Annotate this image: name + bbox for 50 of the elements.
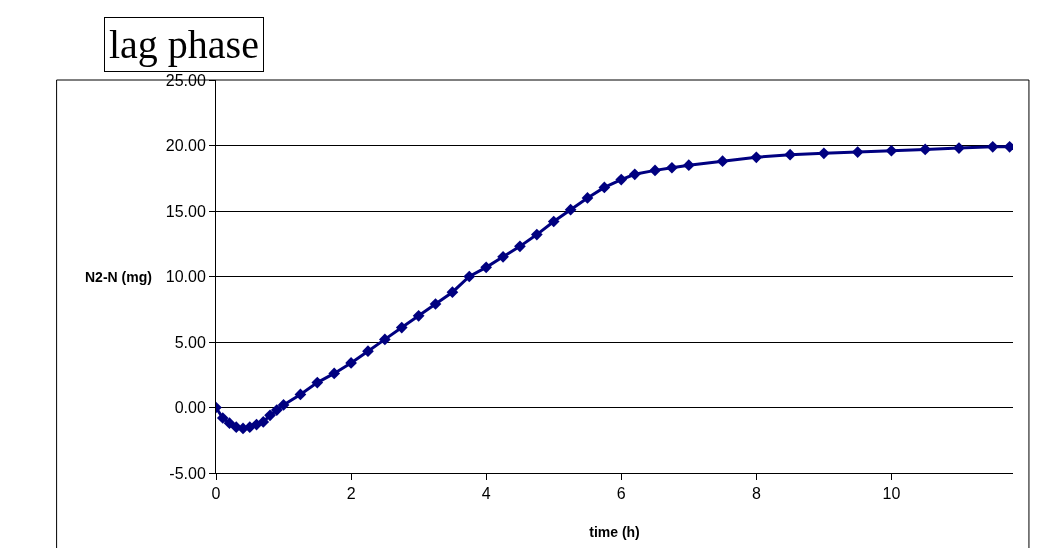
point xyxy=(379,333,391,346)
y-tick-label: 25.00 xyxy=(165,71,206,89)
point xyxy=(818,147,830,160)
x-tick-label: 4 xyxy=(481,485,491,503)
point xyxy=(412,309,425,322)
point xyxy=(547,215,560,228)
point xyxy=(480,261,493,274)
point xyxy=(628,168,641,181)
point xyxy=(784,148,796,161)
point xyxy=(223,417,236,430)
point xyxy=(682,159,695,171)
point xyxy=(649,164,661,177)
point xyxy=(362,345,374,358)
y-axis-title: N2-N (mg) xyxy=(85,269,152,285)
point xyxy=(919,143,932,156)
y-tick-label: 15.00 xyxy=(165,202,206,220)
y-tick-label: 5.00 xyxy=(174,333,206,351)
point xyxy=(750,151,763,164)
x-tick-label: 0 xyxy=(211,485,221,503)
point xyxy=(598,181,611,194)
x-tick-label: 8 xyxy=(751,485,761,503)
point xyxy=(257,416,270,428)
point xyxy=(463,270,476,283)
x-tick-label: 10 xyxy=(882,485,901,503)
point xyxy=(264,409,276,422)
point xyxy=(429,298,442,310)
point xyxy=(564,203,577,216)
x-tick-label: 2 xyxy=(346,485,356,503)
y-tick-label: 10.00 xyxy=(165,268,206,286)
point xyxy=(328,367,341,380)
point xyxy=(216,412,229,424)
point xyxy=(716,155,729,168)
point xyxy=(514,240,526,253)
y-tick-label: 20.00 xyxy=(165,137,206,155)
point xyxy=(581,192,594,204)
point xyxy=(294,388,307,401)
point xyxy=(615,173,628,186)
point xyxy=(446,286,459,299)
text: lag phase xyxy=(109,22,259,67)
point xyxy=(530,228,543,241)
y-tick-label: 0.00 xyxy=(174,399,206,417)
x-axis-title: time (h) xyxy=(589,523,640,540)
point xyxy=(666,161,678,174)
y-tick-label: -5.00 xyxy=(169,464,206,482)
point xyxy=(395,321,408,334)
point xyxy=(311,376,324,389)
point xyxy=(277,399,290,411)
point xyxy=(497,251,509,263)
x-tick-label: 6 xyxy=(616,485,626,503)
point xyxy=(270,404,283,416)
